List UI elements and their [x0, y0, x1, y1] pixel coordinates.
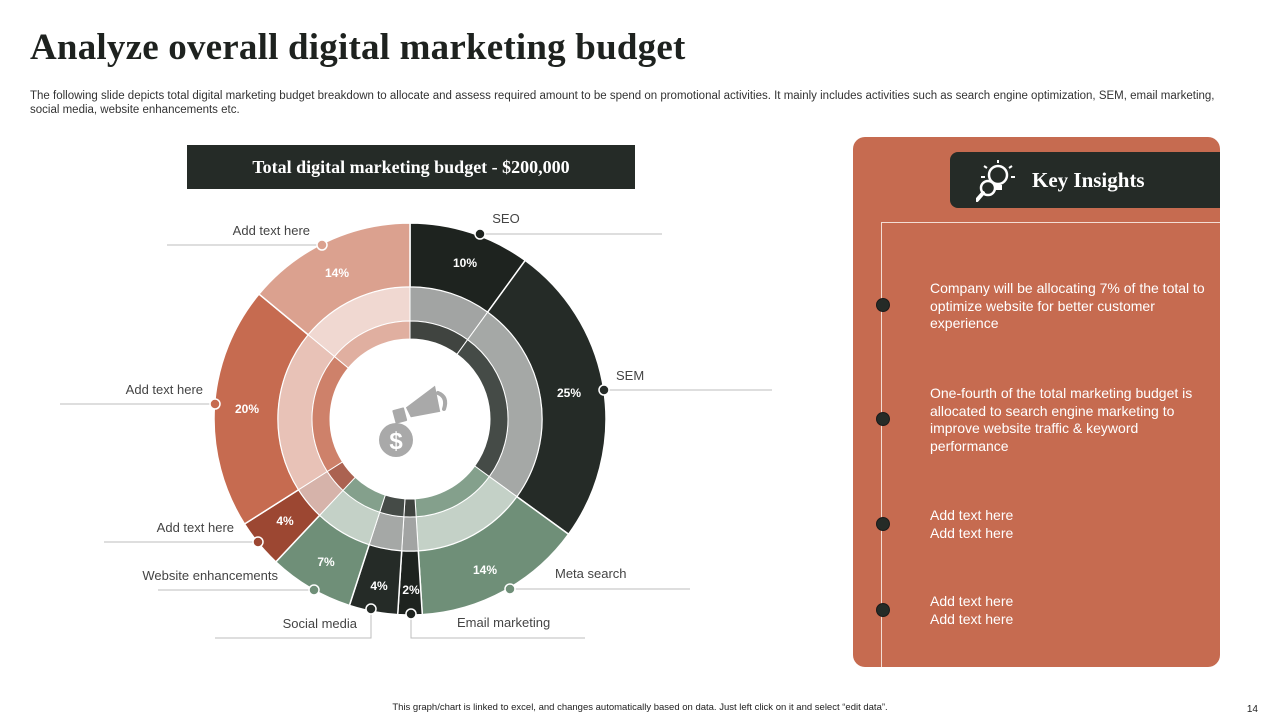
insights-header: Key Insights: [950, 152, 1220, 208]
insights-panel: [853, 137, 1220, 667]
insight-bullet-dot: [876, 603, 890, 617]
lightbulb-magnifier-icon: [976, 160, 1015, 202]
page-number: 14: [1246, 704, 1258, 715]
callout-dot: [405, 608, 417, 620]
donut-segment-4-ring3[interactable]: [403, 498, 417, 518]
callout-dot: [365, 603, 377, 615]
segment-value-label: 25%: [557, 386, 581, 400]
segment-value-label: 14%: [473, 563, 497, 577]
megaphone-dollar-icon: $: [330, 339, 490, 499]
segment-value-label: 10%: [453, 256, 477, 270]
budget-banner-text: Total digital marketing budget - $200,00…: [252, 156, 570, 177]
callout-line: [410, 614, 585, 639]
budget-donut-chart[interactable]: SEO 10% SEM 25% Meta search 14% Email marketin…: [0, 0, 850, 700]
segment-value-label: 2%: [402, 583, 420, 597]
insight-text: One-fourth of the total marketing budget…: [930, 385, 1193, 454]
callout-dot: [308, 584, 320, 596]
callout-dot: [209, 398, 221, 410]
segment-label: Add text here: [233, 223, 310, 238]
segment-label: SEM: [616, 368, 644, 383]
slide-title: Analyze overall digital marketing budget: [30, 27, 686, 68]
budget-banner: Total digital marketing budget - $200,00…: [187, 145, 635, 189]
slide-subtitle: The following slide depicts total digita…: [30, 90, 1215, 116]
segment-value-label: 14%: [325, 266, 349, 280]
callout-dot: [316, 239, 328, 251]
segment-label: SEO: [492, 211, 519, 226]
segment-label: Add text here: [157, 520, 234, 535]
segment-label: Social media: [283, 616, 358, 631]
segment-value-label: 4%: [276, 514, 294, 528]
callout-line: [215, 609, 372, 639]
segment-label: Email marketing: [457, 615, 550, 630]
callout-dot: [474, 228, 486, 240]
callout-dot: [598, 384, 610, 396]
insight-bullet-dot: [876, 412, 890, 426]
segment-label: Website enhancements: [142, 568, 278, 583]
svg-text:$: $: [389, 428, 403, 455]
donut-inner-band: [278, 287, 542, 551]
callout-dot: [252, 536, 264, 548]
insights-title: Key Insights: [1032, 167, 1145, 192]
segment-value-label: 20%: [235, 402, 259, 416]
insight-bullet-dot: [876, 517, 890, 531]
insight-text: Add text here Add text here: [930, 593, 1014, 627]
segment-value-label: 4%: [370, 579, 388, 593]
insights-rail: [881, 222, 1220, 667]
insight-bullet-dot: [876, 298, 890, 312]
insight-text: Company will be allocating 7% of the tot…: [930, 280, 1205, 331]
segment-value-label: 7%: [317, 555, 335, 569]
segment-label: Meta search: [555, 566, 627, 581]
footer-note: This graph/chart is linked to excel, and…: [392, 702, 888, 713]
callout-dot: [504, 583, 516, 595]
insight-text: Add text here Add text here: [930, 507, 1014, 541]
segment-label: Add text here: [126, 382, 203, 397]
